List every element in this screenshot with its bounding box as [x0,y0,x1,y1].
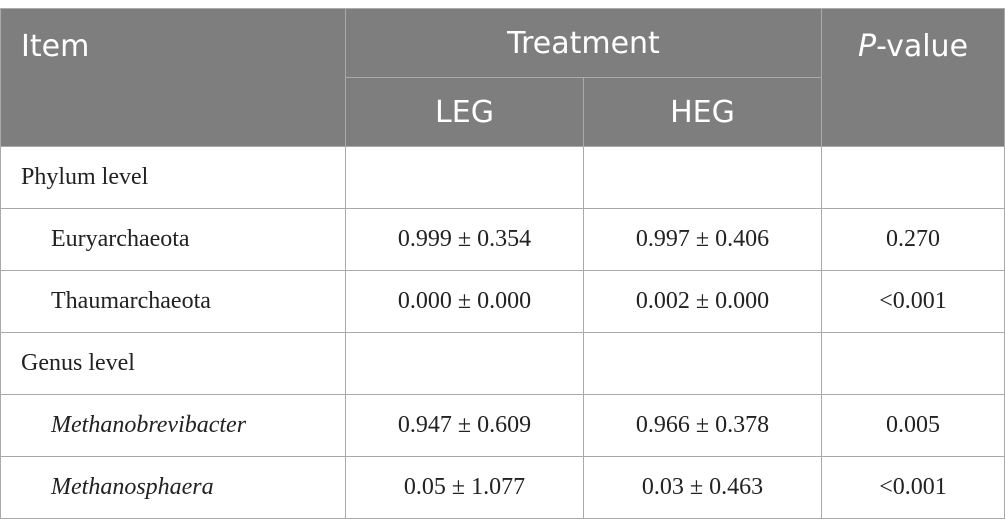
heg-cell: 0.03 ± 0.463 [583,456,822,519]
p-value-cell: 0.005 [821,394,1005,457]
leg-cell: 0.999 ± 0.354 [345,208,584,271]
table-row: Phylum level [0,146,1005,209]
table-row: Methanobrevibacter 0.947 ± 0.609 0.966 ±… [0,394,1005,457]
p-value-cell [821,146,1005,209]
p-value-cell [821,332,1005,395]
row-label: Euryarchaeota [0,208,346,271]
heg-cell: 0.002 ± 0.000 [583,270,822,333]
row-label: Phylum level [0,146,346,209]
row-label: Genus level [0,332,346,395]
table-header: Item Treatment P-value LEG HEG [0,8,1005,147]
p-value-suffix: -value [876,29,969,64]
header-row-1: Item Treatment P-value [0,8,1005,147]
row-label: Methanosphaera [0,456,346,519]
leg-cell: 0.947 ± 0.609 [345,394,584,457]
heg-cell: 0.997 ± 0.406 [583,208,822,271]
leg-cell: 0.000 ± 0.000 [345,270,584,333]
treatment-column-header: Treatment [345,8,822,78]
row-label: Methanobrevibacter [0,394,346,457]
heg-column-header: HEG [583,77,822,147]
p-value-column-header: P-value [821,8,1005,147]
leg-column-header: LEG [345,77,584,147]
p-value-cell: 0.270 [821,208,1005,271]
leg-cell: 0.05 ± 1.077 [345,456,584,519]
leg-cell [345,332,584,395]
table-body: Phylum level Euryarchaeota 0.999 ± 0.354… [0,146,1005,519]
p-value-cell: <0.001 [821,270,1005,333]
genus-name: Methanobrevibacter [51,412,247,438]
heg-cell [583,332,822,395]
p-value-italic: P [857,29,877,64]
heg-cell [583,146,822,209]
leg-cell [345,146,584,209]
table-row: Thaumarchaeota 0.000 ± 0.000 0.002 ± 0.0… [0,270,1005,333]
p-value-cell: <0.001 [821,456,1005,519]
table-row: Genus level [0,332,1005,395]
genus-name: Methanosphaera [51,474,214,500]
table-row: Methanosphaera 0.05 ± 1.077 0.03 ± 0.463… [0,456,1005,519]
data-table: Item Treatment P-value LEG HEG Phylum le… [0,8,1005,519]
heg-cell: 0.966 ± 0.378 [583,394,822,457]
header-row-2: LEG HEG [1,77,1005,147]
table-row: Euryarchaeota 0.999 ± 0.354 0.997 ± 0.40… [0,208,1005,271]
row-label: Thaumarchaeota [0,270,346,333]
item-column-header: Item [0,8,346,147]
